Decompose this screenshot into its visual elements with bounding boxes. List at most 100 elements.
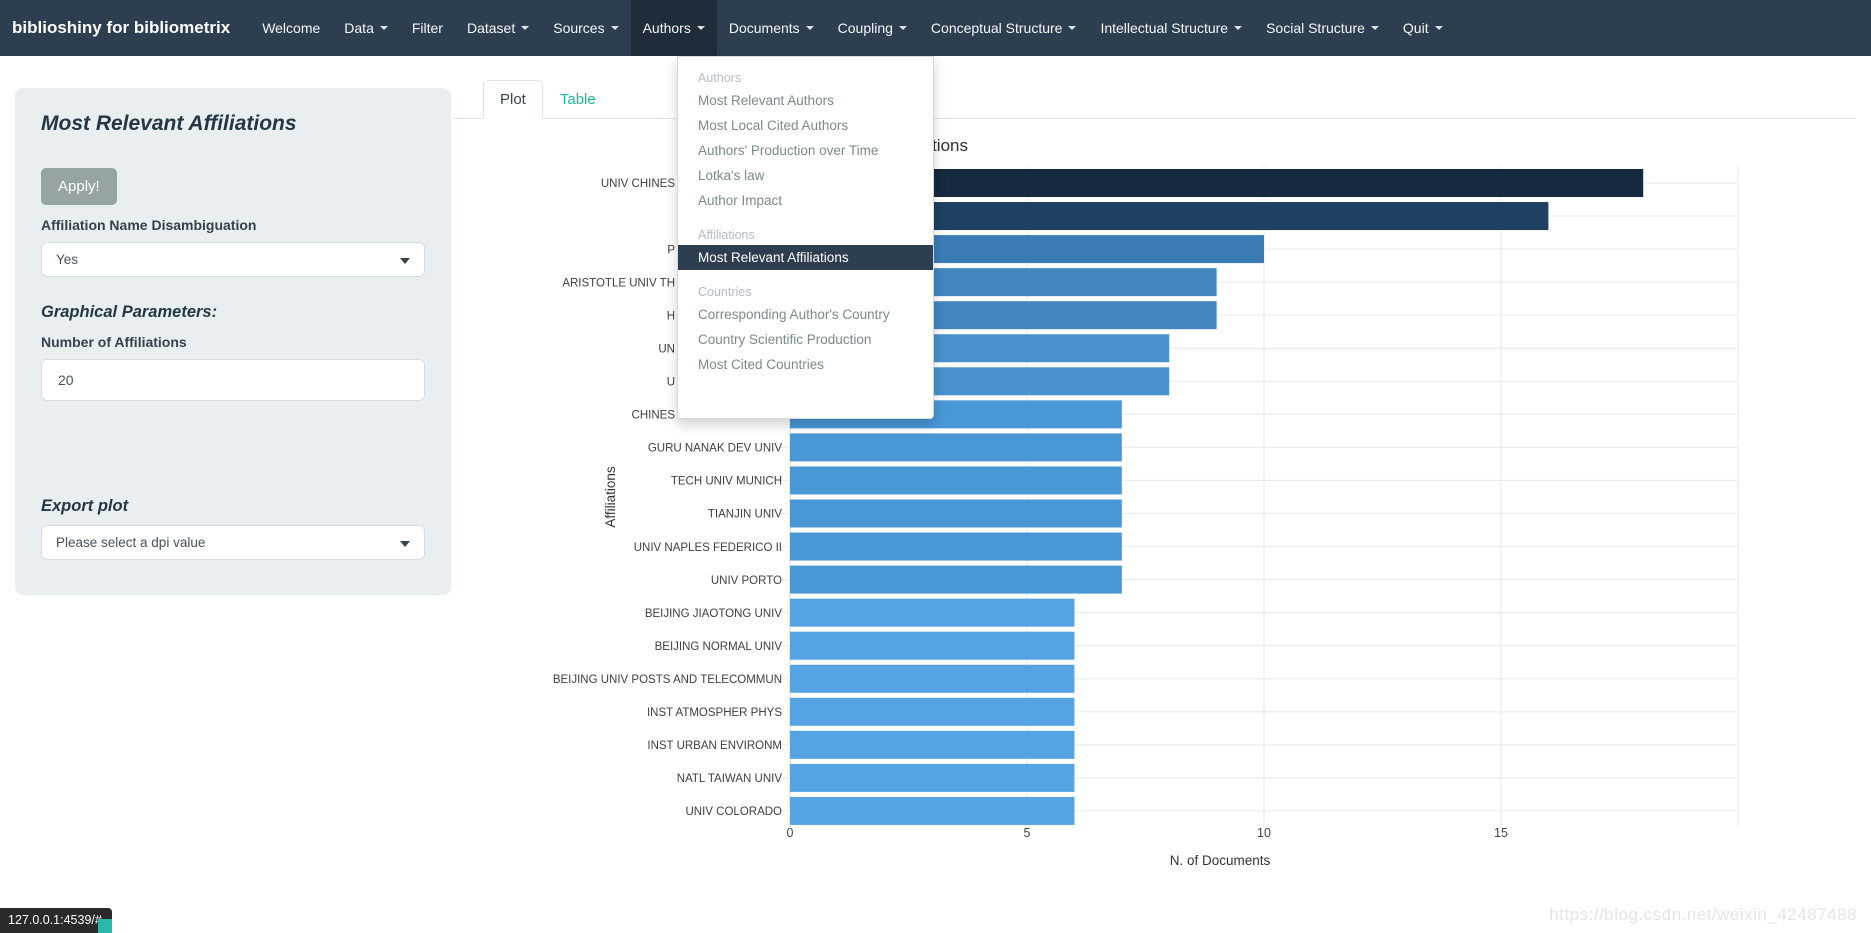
chevron-down-icon: [805, 26, 814, 30]
bar: [790, 763, 1075, 792]
nav-item-label: Data: [344, 20, 374, 36]
favicon-square: [98, 919, 112, 933]
dpi-select[interactable]: Please select a dpi value: [41, 525, 425, 560]
y-tick-label: BEIJING JIAOTONG UNIV: [645, 608, 782, 620]
nav-item-label: Conceptual Structure: [930, 20, 1063, 36]
chevron-down-icon: [898, 26, 907, 30]
disambiguation-select[interactable]: Yes: [41, 242, 425, 277]
bar: [790, 565, 1122, 594]
navbar-menu: Welcome Data Filter Dataset Sources Authors Do…: [250, 0, 1454, 56]
y-tick-label: NATL TAIWAN UNIV: [677, 773, 783, 785]
nav-item-label: Quit: [1402, 20, 1429, 36]
chevron-down-icon: [1434, 26, 1443, 30]
bar: [790, 466, 1122, 495]
dpi-select-placeholder: Please select a dpi value: [56, 535, 206, 550]
number-of-affiliations-label: Number of Affiliations: [41, 334, 187, 350]
number-of-affiliations-input[interactable]: [41, 359, 425, 401]
parameters-panel: Most Relevant Affiliations Apply! Affili…: [15, 88, 451, 595]
disambiguation-label: Affiliation Name Disambiguation: [41, 217, 257, 233]
watermark-text: https://blog.csdn.net/weixin_42487488: [1549, 905, 1857, 924]
menu-item-corresponding-author-s-country[interactable]: Corresponding Author's Country: [698, 307, 890, 322]
nav-item-dataset[interactable]: Dataset: [455, 0, 541, 56]
nav-item-conceptual-structure[interactable]: Conceptual Structure: [919, 0, 1089, 56]
chevron-down-icon: [610, 26, 619, 30]
nav-item-sources[interactable]: Sources: [541, 0, 630, 56]
menu-item-most-cited-countries[interactable]: Most Cited Countries: [698, 357, 825, 372]
menu-section-header-authors: Authors: [698, 71, 742, 85]
y-tick-label: INST ATMOSPHER PHYS: [647, 707, 782, 719]
chevron-down-icon: [1370, 26, 1379, 30]
plot-table-tabs: Plot Table: [453, 77, 1856, 119]
y-tick-label: TECH UNIV MUNICH: [671, 476, 782, 488]
menu-item-most-relevant-authors[interactable]: Most Relevant Authors: [698, 93, 834, 108]
nav-item-social-structure[interactable]: Social Structure: [1254, 0, 1391, 56]
authors-dropdown-menu: Authors Most Relevant Authors Most Local C…: [677, 56, 934, 419]
y-tick-label: UN: [658, 343, 675, 355]
chevron-down-icon: [1068, 26, 1077, 30]
x-tick-label: 0: [787, 826, 794, 840]
y-tick-label: U: [667, 377, 675, 389]
x-tick-label: 5: [1024, 826, 1031, 840]
menu-item-country-scientific-production[interactable]: Country Scientific Production: [698, 332, 872, 347]
nav-item-data[interactable]: Data: [332, 0, 400, 56]
apply-button[interactable]: Apply!: [41, 168, 117, 205]
menu-section-header-countries: Countries: [698, 285, 752, 299]
y-tick-label: CHINES: [632, 410, 676, 422]
x-axis-title: N. of Documents: [1170, 853, 1271, 868]
menu-item-most-relevant-affiliations[interactable]: Most Relevant Affiliations: [678, 245, 933, 270]
export-plot-heading: Export plot: [41, 497, 129, 515]
disambiguation-select-value: Yes: [56, 252, 79, 267]
menu-item-lotka-s-law[interactable]: Lotka's law: [698, 168, 765, 183]
nav-item-label: Dataset: [466, 20, 516, 36]
bar: [790, 796, 1075, 825]
affiliations-bar-chart: UNIV CHINES P ARISTOTLE UNIV TH H UN U CHINES G…: [450, 120, 1871, 890]
chevron-down-icon: [521, 26, 530, 30]
nav-item-filter[interactable]: Filter: [400, 0, 455, 56]
y-tick-label: INST URBAN ENVIRONM: [647, 740, 782, 752]
chevron-down-icon: [1234, 26, 1243, 30]
tab-table[interactable]: Table: [559, 91, 596, 108]
nav-item-label: Sources: [553, 20, 605, 36]
nav-item-label: Social Structure: [1266, 20, 1365, 36]
nav-item-authors[interactable]: Authors: [630, 0, 717, 56]
bar: [790, 730, 1075, 759]
nav-item-label: Documents: [728, 20, 800, 36]
chevron-down-icon: [400, 540, 410, 547]
x-tick-label: 10: [1257, 826, 1271, 840]
menu-item-author-impact[interactable]: Author Impact: [698, 193, 783, 208]
x-tick-label: 15: [1494, 826, 1508, 840]
nav-item-intellectual-structure[interactable]: Intellectual Structure: [1088, 0, 1254, 56]
chevron-down-icon: [379, 26, 388, 30]
panel-title: Most Relevant Affiliations: [41, 112, 297, 135]
menu-section-header-affiliations: Affiliations: [698, 228, 755, 242]
bar: [790, 631, 1075, 660]
nav-item-welcome[interactable]: Welcome: [250, 0, 332, 56]
nav-item-label: Filter: [411, 20, 443, 36]
nav-item-quit[interactable]: Quit: [1391, 0, 1455, 56]
nav-item-coupling[interactable]: Coupling: [826, 0, 919, 56]
nav-item-label: Welcome: [262, 20, 321, 36]
y-tick-label: ARISTOTLE UNIV TH: [562, 277, 675, 289]
chevron-down-icon: [696, 26, 705, 30]
menu-item-most-local-cited-authors[interactable]: Most Local Cited Authors: [698, 118, 849, 133]
y-tick-label: BEIJING UNIV POSTS AND TELECOMMUN: [553, 674, 782, 686]
y-tick-label: UNIV COLORADO: [686, 806, 783, 818]
nav-item-documents[interactable]: Documents: [717, 0, 826, 56]
y-tick-label: UNIV NAPLES FEDERICO II: [634, 542, 782, 554]
top-navbar: biblioshiny for bibliometrix Welcome Data…: [0, 0, 1871, 56]
y-axis-title: Affiliations: [603, 466, 618, 528]
y-tick-label: P: [667, 244, 675, 256]
menu-item-authors-production-over-time[interactable]: Authors' Production over Time: [698, 143, 879, 158]
app-brand: biblioshiny for bibliometrix: [12, 18, 231, 37]
nav-item-label: Intellectual Structure: [1100, 20, 1229, 36]
bar: [790, 598, 1075, 627]
y-tick-label: GURU NANAK DEV UNIV: [648, 443, 783, 455]
bar: [790, 433, 1122, 462]
y-tick-label: H: [667, 310, 675, 322]
nav-item-label: Authors: [642, 20, 691, 36]
bar-chart-svg: UNIV CHINES P ARISTOTLE UNIV TH H UN U CHINES G…: [553, 136, 1739, 868]
tab-plot[interactable]: Plot: [483, 80, 543, 119]
bar: [790, 664, 1075, 693]
graphical-parameters-heading: Graphical Parameters:: [41, 303, 218, 321]
y-tick-label: BEIJING NORMAL UNIV: [655, 641, 783, 653]
